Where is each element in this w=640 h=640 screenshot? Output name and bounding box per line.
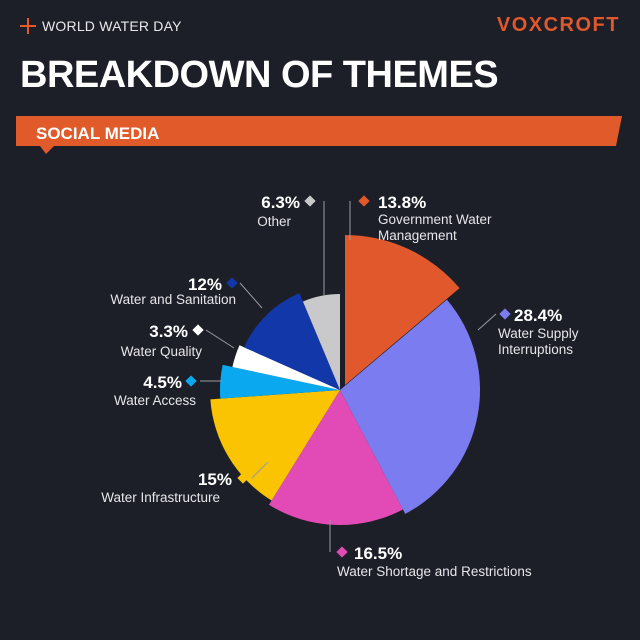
pie-slice-government-water-management xyxy=(345,235,460,385)
pie-slice-water-supply-interruptions xyxy=(340,299,480,514)
category-label-water-shortage-and-restrictions: Water Shortage and Restrictions xyxy=(337,564,532,579)
leader-line-water-quality xyxy=(205,329,235,349)
category-label-water-quality: Water Quality xyxy=(121,344,203,359)
category-label-other: Other xyxy=(257,214,291,229)
section-banner: SOCIAL MEDIA xyxy=(16,116,622,154)
data-label-water-and-sanitation: 12% xyxy=(188,275,222,294)
pie-slice-water-shortage-and-restrictions xyxy=(268,390,403,525)
category-label-government-water-management: Government Water xyxy=(378,212,492,227)
data-label-other: 6.3% xyxy=(261,193,300,212)
category-label-water-supply-interruptions: Water Supply xyxy=(498,326,579,341)
plus-icon xyxy=(20,18,36,34)
data-label-water-supply-interruptions: 28.4% xyxy=(514,306,562,325)
leader-line-water-supply-interruptions xyxy=(477,313,497,331)
legend-marker-government-water-management xyxy=(358,195,370,207)
kicker-label: WORLD WATER DAY xyxy=(42,18,182,34)
leader-line-water-infrastructure xyxy=(251,461,269,479)
data-label-water-shortage-and-restrictions: 16.5% xyxy=(354,544,402,563)
pie-slice-water-and-sanitation xyxy=(244,293,340,390)
pie-slice-water-quality xyxy=(232,345,340,390)
legend-marker-water-shortage-and-restrictions xyxy=(336,546,348,558)
data-label-water-access: 4.5% xyxy=(143,373,182,392)
page-title: BREAKDOWN OF THEMES xyxy=(20,54,499,96)
banner-shape xyxy=(16,116,622,154)
legend-marker-other xyxy=(304,195,316,207)
legend-marker-water-and-sanitation xyxy=(226,277,238,289)
brand-logo: VOXCROFT xyxy=(496,14,620,36)
legend-marker-water-supply-interruptions xyxy=(499,308,511,320)
legend-marker-water-quality xyxy=(192,324,204,336)
top-bar: WORLD WATER DAY xyxy=(20,14,182,38)
category-label-water-access: Water Access xyxy=(114,393,196,408)
category-label-government-water-management: Management xyxy=(378,228,457,243)
banner-label: SOCIAL MEDIA xyxy=(36,124,160,143)
data-label-water-infrastructure: 15% xyxy=(198,470,232,489)
data-label-water-quality: 3.3% xyxy=(149,322,188,341)
category-label-water-supply-interruptions: Interruptions xyxy=(498,342,573,357)
legend-marker-water-infrastructure xyxy=(237,472,249,484)
pie-slice-water-access xyxy=(220,364,340,399)
legend-marker-water-access xyxy=(185,375,197,387)
leader-line-water-and-sanitation xyxy=(239,282,263,309)
pie-slice-other xyxy=(302,294,340,390)
category-label-water-infrastructure: Water Infrastructure xyxy=(101,490,220,505)
category-label-water-and-sanitation: Water and Sanitation xyxy=(110,292,236,307)
data-label-government-water-management: 13.8% xyxy=(378,193,426,212)
